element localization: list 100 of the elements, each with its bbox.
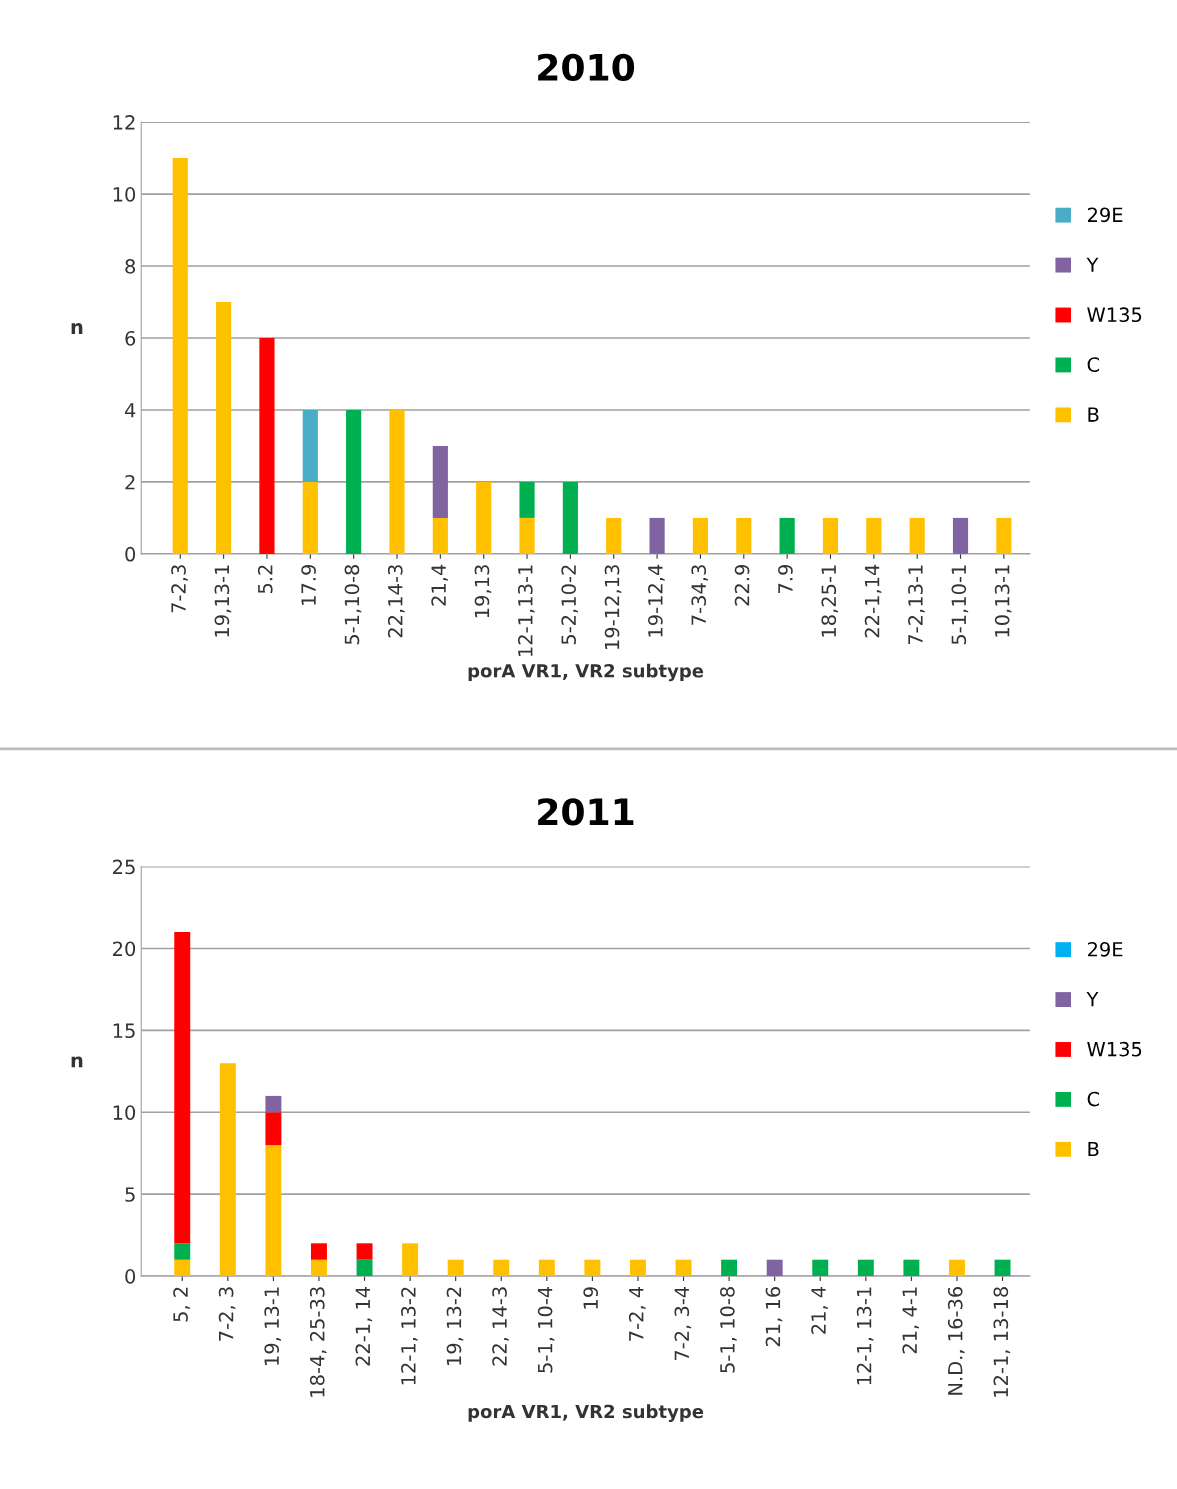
y-tick-label: 15 [113,1023,135,1039]
chart-title: 2010 [538,53,635,81]
x-tick-label: 19,13 [474,565,492,618]
x-tick-label: 7-2, 4 [628,1286,646,1341]
bar [822,517,839,554]
bar [310,1259,327,1277]
x-tick-label: 12-1,13-1 [517,565,535,656]
bar [779,517,795,554]
y-tick-label: 10 [113,1105,136,1120]
bar [174,1259,191,1277]
x-tick-label: 7-2,13-1 [908,565,925,645]
bar [538,1259,555,1277]
x-tick-label: 12-1, 13-1 [856,1287,874,1385]
bar [356,1259,373,1277]
bar [766,1259,783,1277]
x-tick-label: 22,14-3 [387,565,405,638]
x-axis-title: porA VR1, VR2 subtype [468,663,704,682]
bar [649,517,665,554]
x-tick-label: 5, 2 [173,1287,190,1322]
bar [584,1259,601,1277]
y-tick-label: 0 [125,546,136,562]
bar [857,1259,874,1277]
legend-label: Y [1086,992,1099,1007]
x-tick-label: 19, 13-2 [446,1287,464,1365]
x-tick-label: 12-1, 13-2 [401,1287,418,1385]
bar [216,302,232,554]
x-tick-label: 7-34,3 [691,565,709,625]
bar [948,1259,965,1277]
bar [903,1259,920,1277]
x-tick-label: 5-1, 10-8 [720,1287,737,1373]
x-tick-label: 17.9 [301,565,316,605]
x-tick-label: 19 [583,1287,599,1309]
legend-label: C [1087,1091,1100,1107]
x-tick-label: 18,25-1 [821,565,839,637]
legend-label: B [1088,407,1099,422]
bar [432,517,448,554]
x-tick-label: 7.9 [778,565,793,593]
bar [952,517,969,554]
bar [866,517,882,554]
legend-label: Y [1086,257,1099,272]
bar [265,1095,282,1113]
bar [389,409,405,554]
legend-label: 29E [1087,207,1123,223]
bar [909,517,925,554]
y-tick-label: 0 [125,1269,136,1284]
legend-label: B [1088,1141,1099,1157]
y-tick-label: 2 [125,474,135,490]
bar [219,1063,236,1277]
y-tick-label: 8 [125,258,136,274]
bar [346,409,362,554]
bar [259,338,275,554]
bar [994,1259,1011,1277]
x-tick-label: 5-1, 10-4 [537,1286,555,1373]
x-tick-label: 21, 4-1 [902,1287,920,1354]
bar [265,1145,282,1277]
bar [519,481,535,518]
x-tick-label: N.D., 16-36 [947,1287,965,1395]
x-tick-label: 5-2,10-2 [561,565,579,645]
bar [519,517,535,554]
bar [174,1243,191,1260]
x-tick-label: 5.2 [257,565,273,594]
bar [493,1259,510,1277]
y-tick-label: 4 [124,403,136,418]
x-tick-label: 22.9 [734,565,750,606]
x-tick-label: 19,13-1 [214,565,232,637]
bar [402,1243,419,1277]
legend-label: C [1087,357,1100,372]
x-tick-label: 21,4 [431,564,448,606]
legend-label: 29E [1087,941,1123,957]
y-tick-label: 25 [113,859,135,875]
y-tick-label: 6 [125,330,136,346]
y-tick-label: 5 [125,1187,135,1202]
x-tick-label: 5-1,10-1 [951,565,969,645]
x-tick-label: 5-1,10-8 [344,564,362,645]
x-tick-label: 19-12,4 [648,564,665,637]
bar [692,517,709,554]
x-tick-label: 12-1, 13-18 [993,1287,1011,1397]
legend-label: W135 [1087,307,1142,323]
y-tick-label: 20 [113,941,136,957]
x-tick-label: 22-1,14 [864,564,882,638]
bar [562,481,578,554]
bar [812,1259,829,1277]
x-tick-label: 21, 4 [811,1286,828,1334]
bar [172,158,188,554]
bar [629,1259,646,1277]
x-tick-label: 10,13-1 [994,565,1012,637]
x-tick-label: 7-2, 3 [218,1287,236,1341]
y-tick-label: 10 [113,187,136,202]
x-tick-label: 21, 16 [765,1287,783,1347]
y-axis-title: n [71,1056,83,1068]
x-tick-label: 19, 13-1 [264,1287,282,1365]
legend-label: W135 [1087,1041,1142,1057]
bar [265,1112,282,1146]
chart-title: 2011 [538,798,634,826]
x-tick-label: 7-2, 3-4 [674,1286,692,1361]
bar [721,1259,738,1277]
bar [356,1243,373,1260]
x-tick-label: 7-2,3 [171,565,188,613]
bar [302,481,318,554]
bar [476,481,492,554]
